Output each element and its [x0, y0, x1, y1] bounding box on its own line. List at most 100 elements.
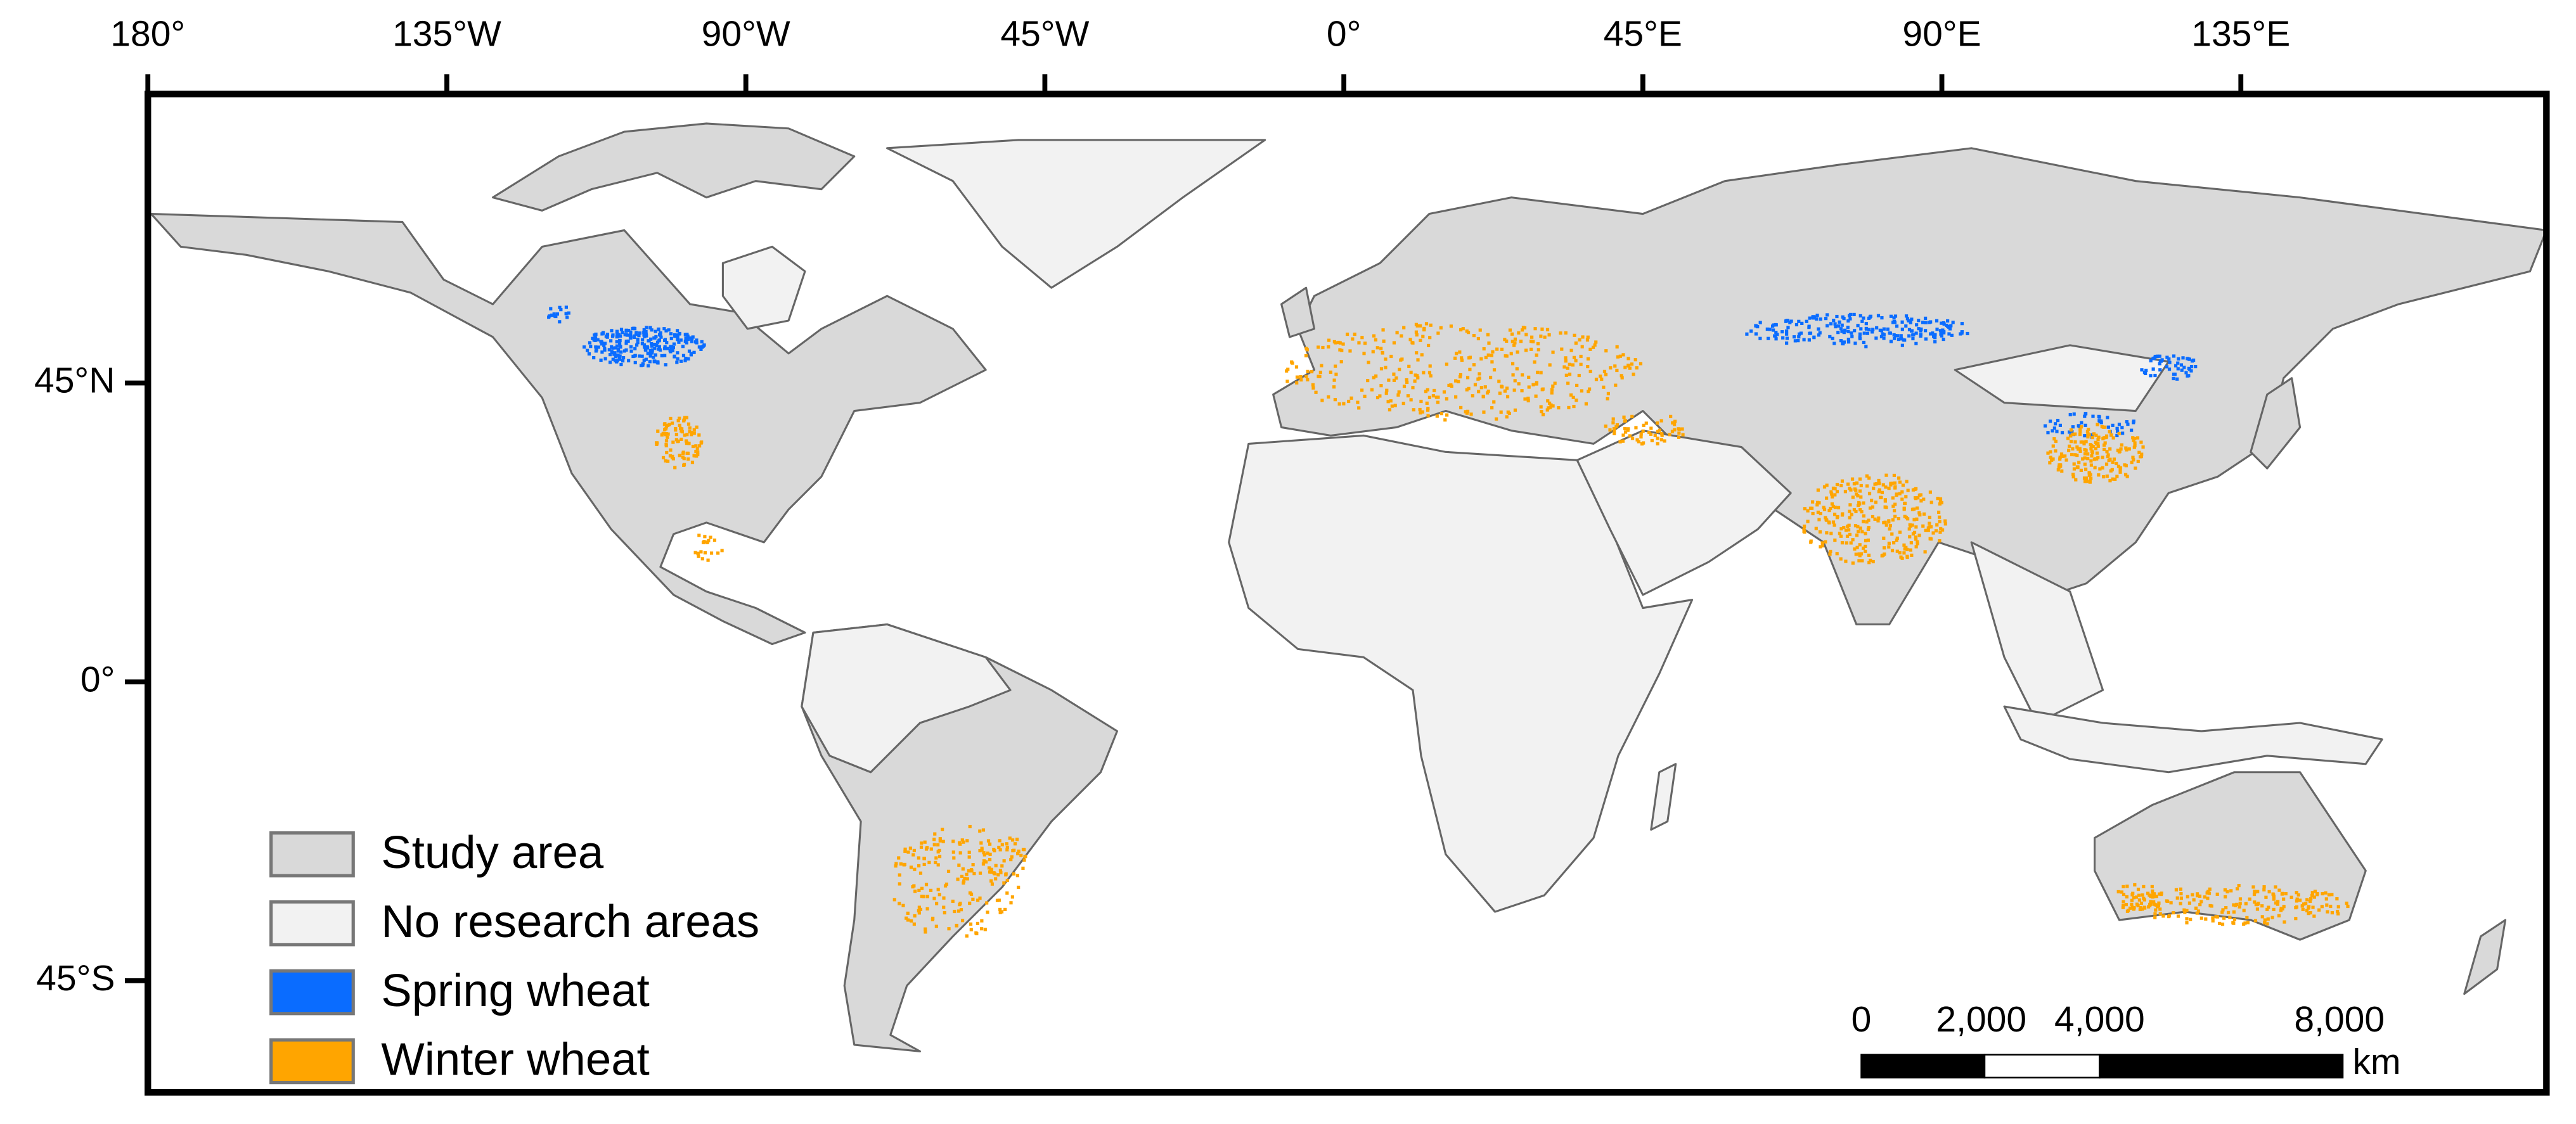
wheat-pixel — [1490, 354, 1493, 357]
wheat-pixel — [1375, 395, 1380, 400]
wheat-pixel — [1810, 500, 1815, 504]
wheat-pixel — [652, 336, 656, 340]
wheat-pixel — [664, 439, 669, 443]
wheat-pixel — [1852, 312, 1856, 317]
wheat-pixel — [929, 888, 933, 892]
wheat-pixel — [1320, 399, 1324, 402]
wheat-pixel — [1413, 379, 1417, 383]
wheat-pixel — [1843, 328, 1847, 332]
wheat-pixel — [1785, 329, 1789, 333]
wheat-pixel — [1882, 546, 1886, 550]
wheat-pixel — [1881, 553, 1885, 557]
wheat-pixel — [700, 557, 704, 561]
wheat-pixel — [650, 348, 654, 352]
legend-label: Study area — [381, 827, 604, 878]
wheat-pixel — [609, 339, 613, 343]
wheat-pixel — [2260, 904, 2264, 908]
wheat-pixel — [1478, 328, 1482, 332]
wheat-pixel — [2235, 902, 2239, 906]
wheat-pixel — [648, 360, 652, 364]
wheat-pixel — [650, 328, 654, 332]
wheat-pixel — [1468, 367, 1472, 371]
new-zealand — [2463, 919, 2507, 995]
wheat-pixel — [1580, 345, 1584, 348]
wheat-pixel — [1771, 324, 1775, 328]
wheat-pixel — [1817, 327, 1820, 331]
wheat-pixel — [1897, 516, 1900, 521]
wheat-pixel — [1392, 372, 1396, 376]
wheat-pixel — [1901, 483, 1905, 487]
wheat-pixel — [2186, 374, 2189, 378]
wheat-pixel — [1574, 359, 1578, 362]
wheat-pixel — [1857, 559, 1861, 563]
wheat-pixel — [1829, 506, 1832, 511]
wheat-pixel — [1367, 361, 1370, 364]
wheat-pixel — [1912, 507, 1916, 511]
wheat-pixel — [624, 342, 628, 345]
wheat-pixel — [2277, 914, 2281, 917]
wheat-pixel — [1455, 352, 1459, 355]
wheat-pixel — [1903, 547, 1907, 551]
wheat-pixel — [1670, 430, 1675, 433]
wheat-pixel — [1415, 351, 1419, 355]
wheat-pixel — [2257, 902, 2260, 905]
wheat-pixel — [937, 855, 942, 859]
wheat-pixel — [1849, 488, 1853, 492]
wheat-pixel — [988, 870, 992, 874]
wheat-pixel — [671, 345, 675, 350]
wheat-pixel — [676, 335, 679, 340]
wheat-pixel — [1767, 336, 1770, 340]
wheat-pixel — [1362, 352, 1366, 355]
wheat-pixel — [2179, 887, 2182, 891]
wheat-pixel — [1513, 337, 1517, 341]
wheat-pixel — [2109, 469, 2113, 473]
wheat-pixel — [1387, 378, 1391, 382]
wheat-pixel — [1409, 398, 1413, 402]
wheat-pixel — [2048, 461, 2052, 465]
wheat-pixel — [603, 357, 607, 361]
wheat-pixel — [685, 416, 688, 419]
wheat-pixel — [2179, 896, 2184, 900]
wheat-pixel — [1545, 408, 1549, 412]
wheat-pixel — [2253, 919, 2257, 923]
wheat-pixel — [924, 927, 927, 931]
wheat-pixel — [1903, 514, 1907, 518]
wheat-pixel — [642, 331, 646, 335]
wheat-pixel — [1353, 332, 1356, 336]
wheat-pixel — [1356, 400, 1360, 404]
southeast-asia — [1970, 541, 2104, 724]
wheat-pixel — [1568, 362, 1571, 366]
wheat-pixel — [654, 353, 657, 357]
wheat-pixel — [1924, 528, 1928, 532]
wheat-pixel — [989, 867, 994, 872]
wheat-pixel — [2109, 433, 2113, 437]
wheat-pixel — [1397, 390, 1401, 394]
wheat-pixel — [2078, 449, 2082, 453]
wheat-pixel — [699, 550, 703, 554]
wheat-pixel — [564, 305, 568, 309]
wheat-pixel — [2075, 445, 2079, 449]
wheat-pixel — [1811, 315, 1815, 319]
wheat-pixel — [658, 333, 662, 336]
wheat-pixel — [2144, 368, 2148, 373]
wheat-pixel — [1526, 399, 1530, 403]
wheat-pixel — [2131, 456, 2135, 459]
wheat-pixel — [1940, 334, 1943, 338]
wheat-pixel — [1871, 330, 1874, 334]
wheat-pixel — [1551, 404, 1555, 408]
wheat-pixel — [1286, 367, 1290, 371]
wheat-pixel — [1875, 326, 1879, 329]
wheat-pixel — [1550, 388, 1554, 392]
wheat-pixel — [1915, 517, 1919, 521]
wheat-pixel — [2104, 462, 2109, 466]
wheat-pixel — [2069, 428, 2073, 432]
wheat-pixel — [2260, 915, 2264, 919]
wheat-pixel — [1626, 363, 1630, 367]
wheat-pixel — [962, 881, 965, 885]
wheat-pixel — [2087, 471, 2091, 475]
wheat-pixel — [2168, 361, 2172, 364]
wheat-pixel — [1338, 348, 1342, 352]
wheat-pixel — [1768, 328, 1772, 331]
wheat-pixel — [968, 824, 972, 829]
